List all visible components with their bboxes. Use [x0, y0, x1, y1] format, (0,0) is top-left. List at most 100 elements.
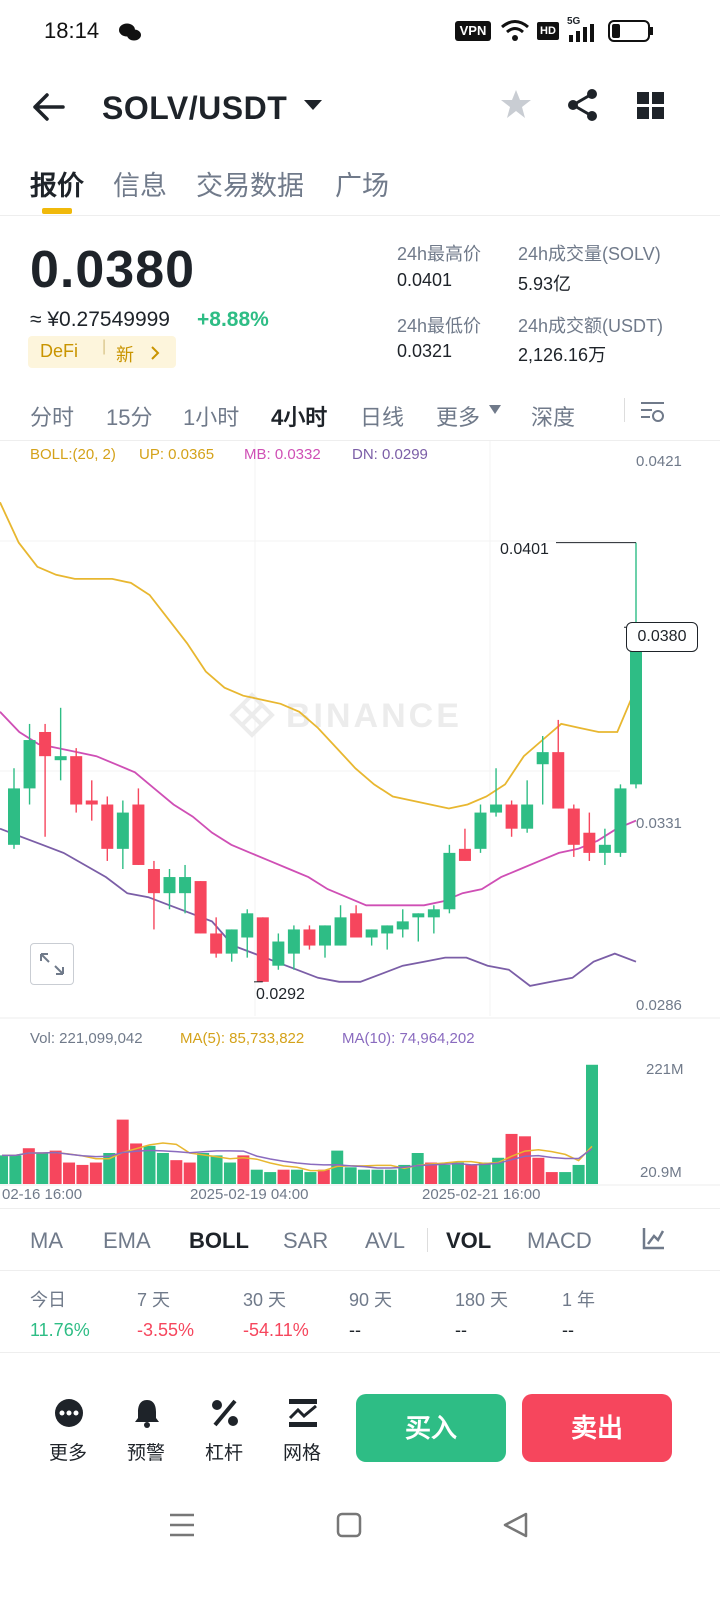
indicator-ma[interactable]: MA [30, 1228, 63, 1253]
volume-bar [411, 1153, 424, 1184]
margin-tool-label: 杠杆 [204, 1443, 243, 1464]
perf-label: 今日 [30, 1290, 66, 1310]
network-label: 5G [567, 16, 581, 27]
fullscreen-button[interactable] [30, 943, 74, 985]
sector-tag[interactable]: DeFi | 新 [28, 336, 176, 368]
pair-title[interactable]: SOLV/USDT [102, 90, 288, 126]
volume-bar [572, 1164, 585, 1184]
back-arrow-icon[interactable] [32, 92, 66, 122]
volume-bar [22, 1148, 35, 1184]
perf-label: 1 年 [562, 1290, 596, 1310]
perf-value: -3.55% [137, 1320, 195, 1340]
wechat-icon [119, 23, 141, 41]
nav-home-icon[interactable] [336, 1512, 362, 1538]
share-icon[interactable] [566, 88, 600, 122]
indicator-boll[interactable]: BOLL [189, 1228, 249, 1253]
tab-info[interactable]: 信息 [113, 171, 167, 201]
volume-ma5-label: MA(5): 85,733,822 [180, 1030, 305, 1047]
tab-square[interactable]: 广场 [335, 171, 389, 201]
new-tag-label: 新 [116, 345, 134, 365]
volume-bar [143, 1145, 156, 1184]
perf-label: 90 天 [349, 1290, 393, 1310]
boll-label: BOLL:(20, 2) [30, 446, 116, 463]
boll-dn-line [0, 827, 637, 987]
volume-bar [250, 1169, 263, 1184]
price-axis-bottom: 0.0286 [636, 997, 682, 1014]
indicator-ema[interactable]: EMA [103, 1228, 151, 1253]
timeframe-1d[interactable]: 日线 [360, 405, 405, 430]
header-bar: SOLV/USDT [0, 70, 720, 148]
timeframe-line[interactable]: 分时 [30, 405, 75, 430]
more-dots-icon [55, 1399, 83, 1427]
tab-trade-data[interactable]: 交易数据 [196, 171, 304, 201]
indicator-sar[interactable]: SAR [283, 1228, 329, 1253]
candlestick-chart[interactable]: BINANCE [0, 441, 720, 1206]
candle-body [552, 752, 565, 809]
favorite-star-icon[interactable] [500, 88, 532, 120]
low-marker-label: 0.0292 [256, 986, 305, 1003]
candle-body [505, 804, 518, 829]
chart-settings-icon[interactable] [640, 400, 666, 424]
sell-button[interactable]: 卖出 [522, 1394, 672, 1462]
indicator-avl[interactable]: AVL [365, 1228, 405, 1253]
volume-bar [478, 1162, 491, 1184]
high-label: 24h最高价 [397, 244, 482, 264]
volume-bar [425, 1162, 438, 1184]
status-time: 18:14 [44, 18, 100, 43]
candle-body [427, 909, 440, 918]
binance-watermark: BINANCE [229, 692, 459, 738]
volume-bar [438, 1164, 451, 1184]
volume-bar [465, 1164, 478, 1184]
indicator-settings-icon[interactable] [642, 1226, 666, 1250]
candle-body [23, 740, 36, 789]
candle-body [334, 917, 347, 946]
candle-body [458, 848, 471, 861]
caret-down-icon[interactable] [302, 98, 324, 112]
candle-body [272, 941, 285, 966]
volume-bar [451, 1162, 464, 1184]
volume-bar [264, 1172, 277, 1184]
bell-icon [135, 1400, 159, 1428]
boll-mb-line [0, 711, 637, 907]
candle-body [39, 731, 52, 757]
perf-value: -- [562, 1320, 574, 1340]
candle-body [85, 800, 98, 805]
high-marker-label: 0.0401 [500, 541, 549, 558]
perf-label: 180 天 [455, 1290, 509, 1310]
more-tool-label: 更多 [48, 1443, 87, 1464]
candle-body [54, 756, 67, 761]
volume-bar [183, 1162, 196, 1184]
timeframe-15m[interactable]: 15分 [106, 405, 153, 430]
volume-value-label: Vol: 221,099,042 [30, 1030, 143, 1047]
candle-body [630, 627, 642, 785]
volume-bar [76, 1164, 89, 1184]
indicator-macd[interactable]: MACD [527, 1228, 592, 1253]
timeframe-more[interactable]: 更多 [436, 405, 481, 430]
last-price: 0.0380 [30, 241, 196, 299]
candle-body [412, 913, 425, 918]
indicator-vol[interactable]: VOL [446, 1228, 492, 1253]
timeframe-1h[interactable]: 1小时 [183, 405, 240, 430]
candle-body [303, 929, 316, 946]
nav-back-icon[interactable] [502, 1512, 528, 1538]
time-axis-3: 2025-02-21 16:00 [422, 1186, 541, 1203]
volume-bar [103, 1153, 116, 1184]
high-value: 0.0401 [397, 270, 453, 290]
signal-icon [569, 24, 594, 42]
volume-bar [317, 1169, 330, 1184]
nav-menu-icon[interactable] [168, 1512, 196, 1538]
candle-body [163, 877, 176, 894]
timeframe-4h[interactable]: 4小时 [271, 405, 328, 430]
tab-quote[interactable]: 报价 [30, 171, 84, 201]
candle-body [598, 844, 611, 853]
volume-bar [130, 1143, 143, 1184]
perf-value: -- [349, 1320, 361, 1340]
current-price-tag: 0.0380 [626, 622, 698, 652]
grid-menu-icon[interactable] [637, 92, 665, 120]
candle-body [101, 804, 114, 849]
timeframe-depth[interactable]: 深度 [531, 405, 576, 430]
buy-button[interactable]: 买入 [356, 1394, 506, 1462]
candle-body [116, 812, 129, 849]
boll-up-line [0, 501, 637, 810]
battery-icon [608, 20, 653, 42]
